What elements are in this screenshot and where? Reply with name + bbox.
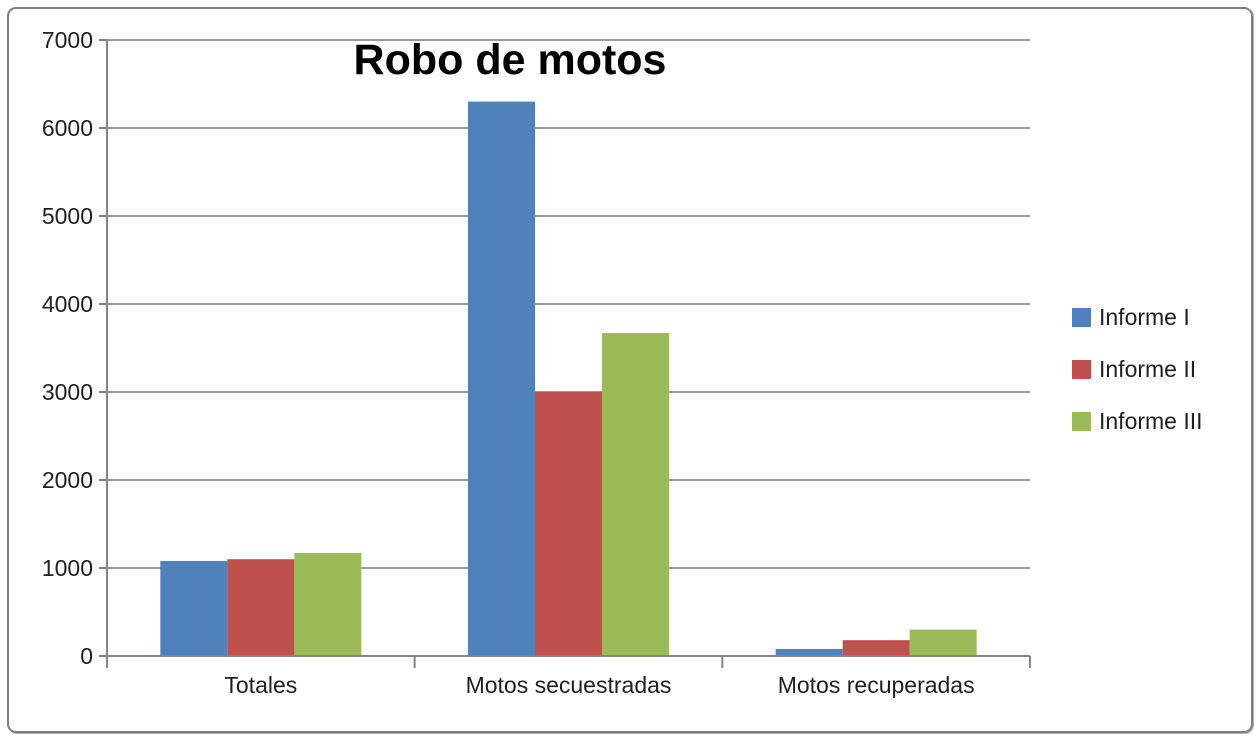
bar-informe-ii-motos-secuestradas	[535, 392, 602, 656]
legend-label-informe-iii: Informe III	[1099, 408, 1203, 434]
bar-informe-i-motos-secuestradas	[468, 101, 535, 657]
bar-informe-iii-totales	[294, 553, 362, 656]
bar-informe-i-motos-recuperadas	[775, 648, 843, 656]
chart-title: Robo de motos	[353, 36, 667, 84]
legend-swatch-informe-ii	[1072, 360, 1091, 379]
y-tick-label: 6000	[42, 115, 93, 141]
y-tick-label: 5000	[42, 203, 93, 229]
y-tick-label: 0	[80, 643, 93, 669]
legend-label-informe-ii: Informe II	[1099, 356, 1196, 382]
y-tick-label: 3000	[42, 379, 93, 405]
legend-swatch-informe-iii	[1072, 412, 1091, 431]
bar-informe-i-totales	[160, 560, 228, 656]
legend-label-informe-i: Informe I	[1099, 304, 1190, 330]
y-tick-label: 1000	[42, 555, 93, 581]
x-category-label-motos-recuperadas: Motos recuperadas	[778, 672, 975, 698]
x-category-label-totales: Totales	[224, 672, 297, 698]
bar-informe-iii-motos-secuestradas	[602, 333, 669, 656]
legend-swatch-informe-i	[1072, 308, 1091, 327]
bar-informe-ii-motos-recuperadas	[842, 640, 910, 656]
y-tick-label: 2000	[42, 467, 93, 493]
y-tick-label: 7000	[42, 27, 93, 53]
y-tick-label: 4000	[42, 291, 93, 317]
x-category-label-motos-secuestradas: Motos secuestradas	[466, 672, 672, 698]
bar-informe-iii-motos-recuperadas	[909, 629, 977, 656]
bar-informe-ii-totales	[227, 559, 295, 656]
